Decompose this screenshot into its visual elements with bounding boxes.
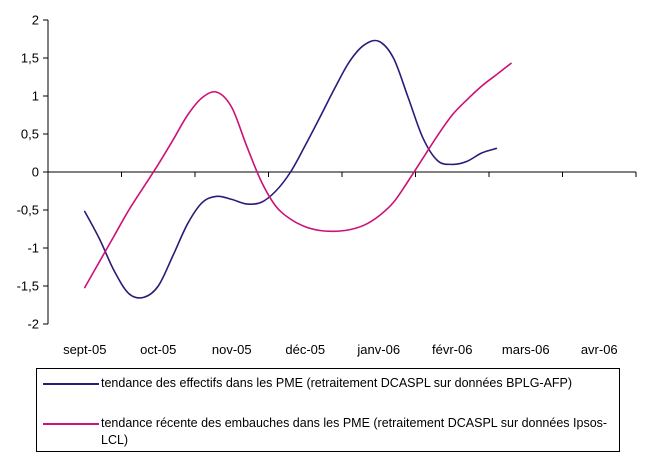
- series-line-embauches: [83, 62, 512, 289]
- x-tick-label: janv-06: [356, 342, 400, 357]
- x-tick-label: févr-06: [432, 342, 472, 357]
- y-tick-label: 0: [32, 165, 39, 180]
- y-tick-label: 1: [32, 89, 39, 104]
- series-lines: [83, 39, 512, 299]
- y-tick-label: -1,5: [17, 279, 39, 294]
- x-axis: sept-05 oct-05 nov-05 déc-05 janv-06 févr-06 m…: [47, 171, 637, 357]
- x-tick-label: nov-05: [212, 342, 252, 357]
- legend: tendance des effectifs dans les PME (ret…: [36, 368, 620, 452]
- legend-swatch-embauches: [43, 423, 99, 425]
- y-tick-label: -0,5: [17, 203, 39, 218]
- x-tick-label: mars-06: [502, 342, 550, 357]
- series-line-effectifs: [83, 39, 498, 299]
- y-axis: 2 1,5 1 0,5 0 -0,5 -1 -1,5 -2: [17, 13, 49, 332]
- legend-swatch-effectifs: [43, 383, 99, 385]
- legend-label-embauches: tendance récente des embauches dans les …: [101, 416, 608, 447]
- x-tick-label: avr-06: [581, 342, 618, 357]
- y-tick-label: -2: [27, 317, 39, 332]
- x-tick-label: sept-05: [63, 342, 106, 357]
- y-tick-label: 2: [32, 13, 39, 28]
- legend-label-effectifs: tendance des effectifs dans les PME (ret…: [101, 376, 573, 390]
- y-tick-label: -1: [27, 241, 39, 256]
- line-chart: 2 1,5 1 0,5 0 -0,5 -1 -1,5 -2 sept-05 oct-05 nov-0…: [17, 13, 637, 357]
- y-tick-label: 1,5: [21, 51, 39, 66]
- x-tick-label: déc-05: [285, 342, 325, 357]
- y-tick-label: 0,5: [21, 127, 39, 142]
- x-tick-label: oct-05: [140, 342, 176, 357]
